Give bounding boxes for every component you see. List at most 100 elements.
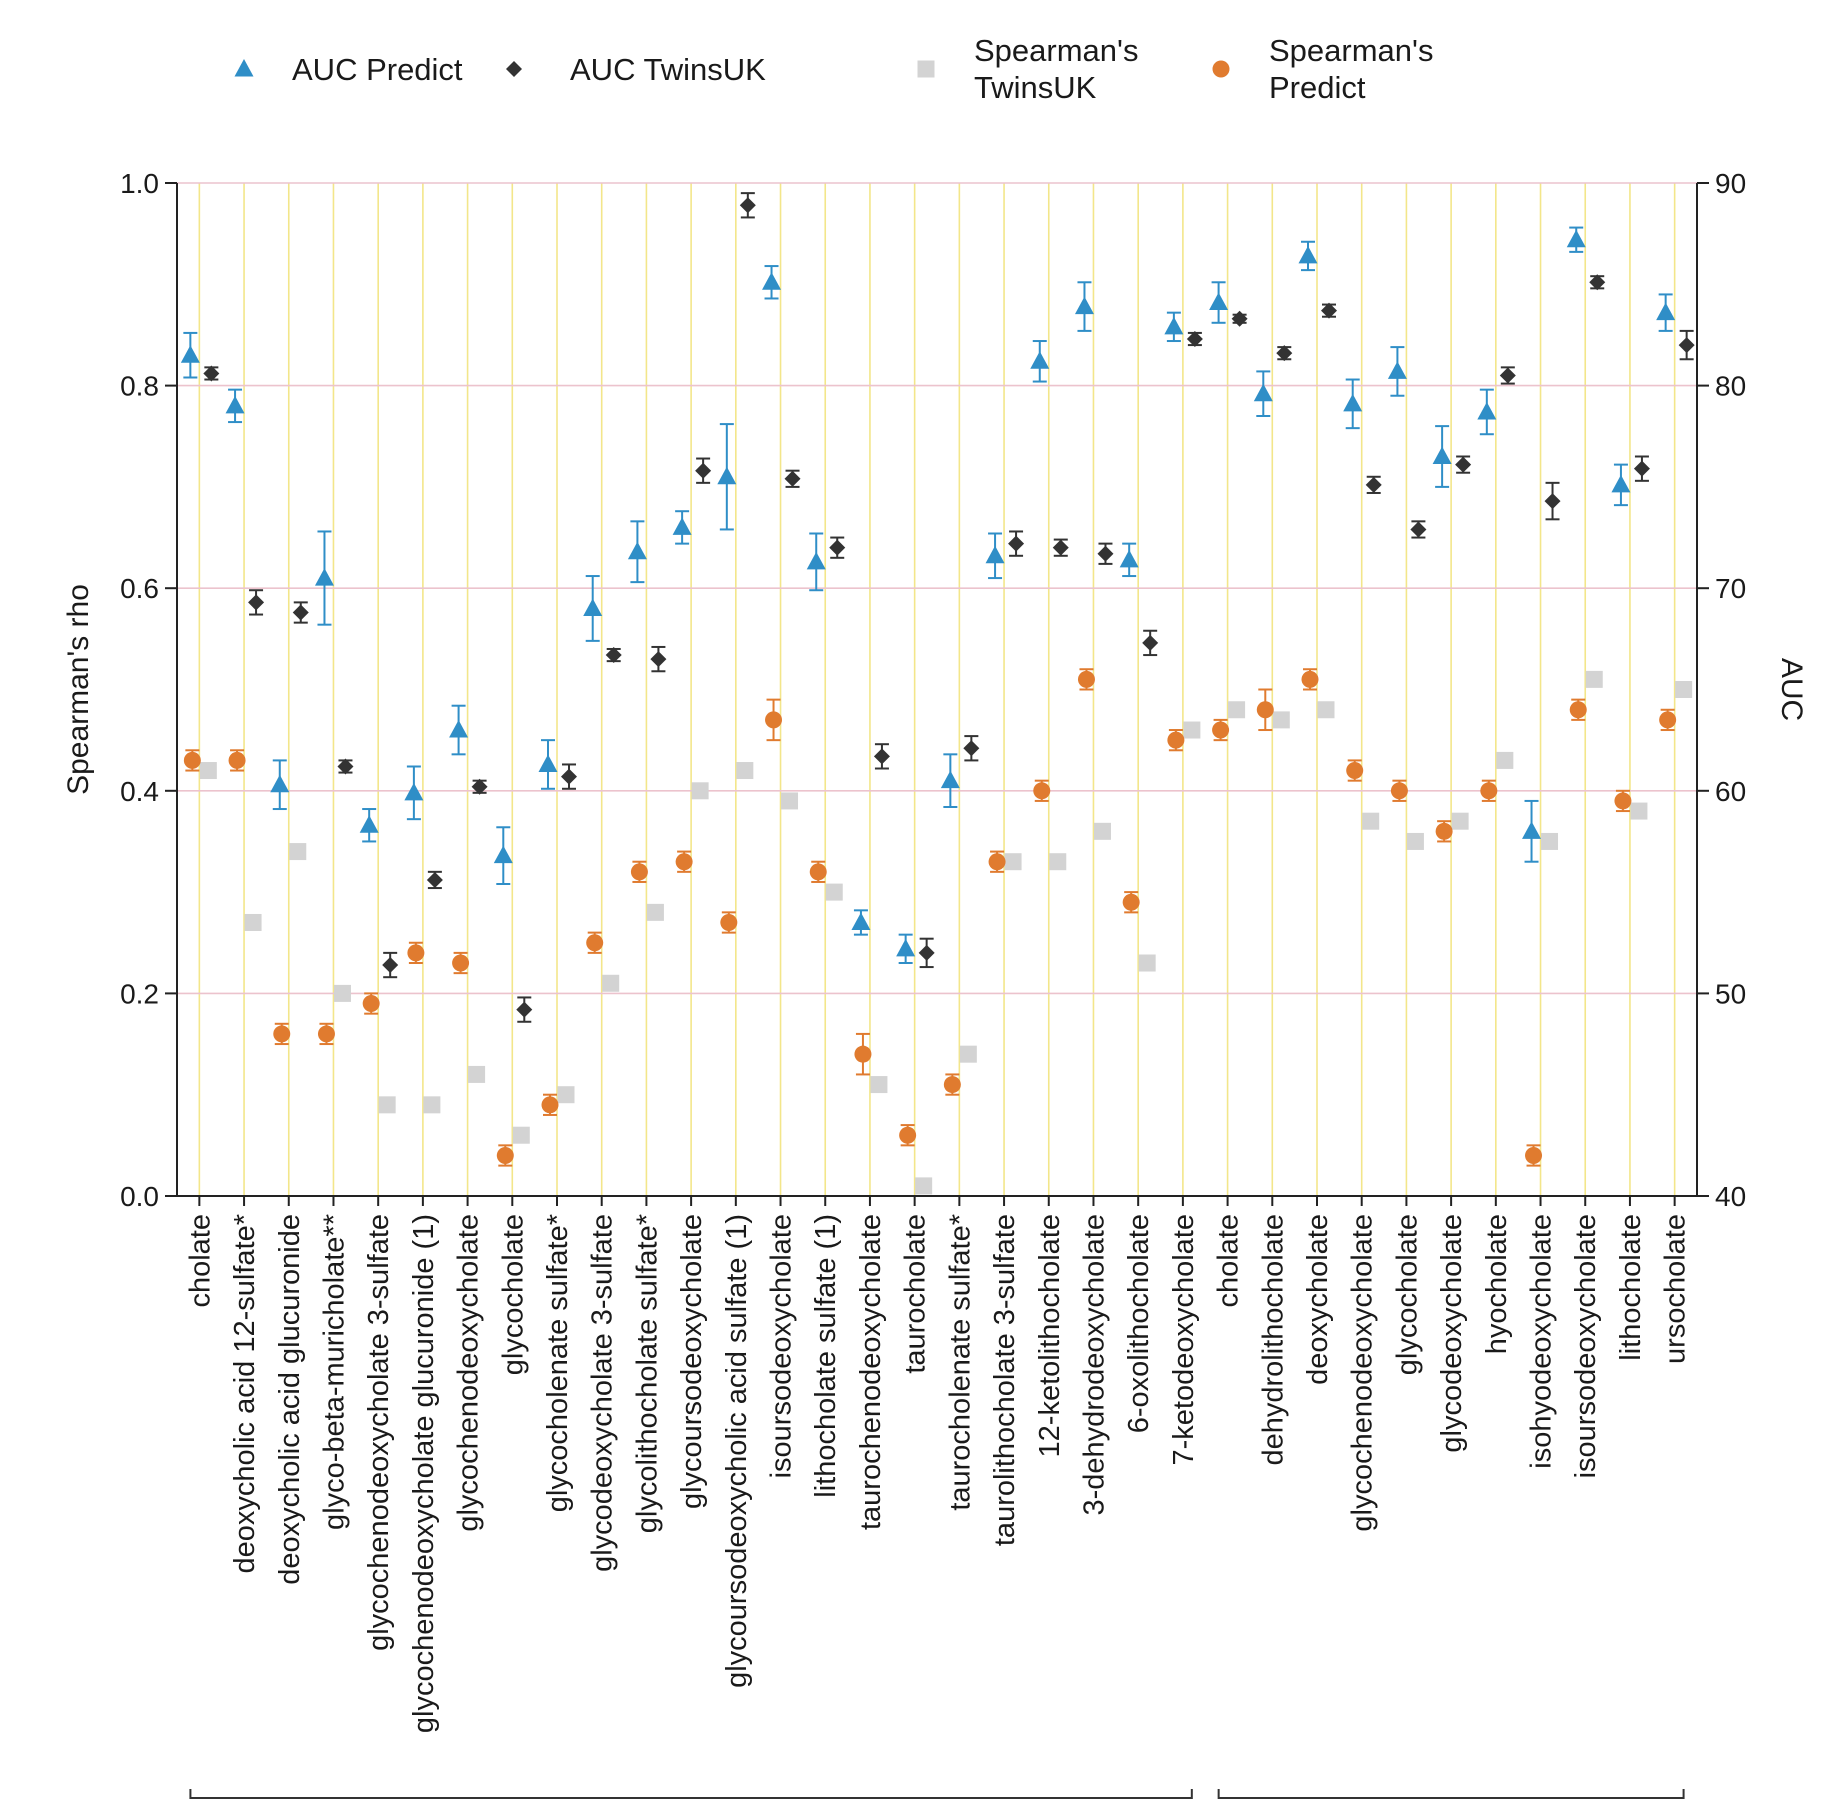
grid-layer <box>177 182 1697 1196</box>
sp_twinsuk-point <box>289 843 307 861</box>
auc_predict-point <box>404 782 424 801</box>
left-tick-label: 1.0 <box>120 168 159 199</box>
category-label: glyco-beta-muricholate** <box>318 1214 350 1530</box>
sp_predict-point <box>988 853 1006 871</box>
auc_predict-point <box>896 938 916 957</box>
right-tick-label: 60 <box>1715 776 1746 807</box>
category-label: glycocholate <box>1391 1214 1423 1375</box>
category-label: lithocholate <box>1615 1214 1647 1361</box>
auc_predict-point <box>851 912 871 930</box>
auc_twinsuk-point <box>1321 302 1337 319</box>
category-label: hyocholate <box>1481 1214 1513 1354</box>
sp_twinsuk-point <box>244 913 262 931</box>
sp_predict-point <box>1346 762 1364 780</box>
sp_predict-point <box>630 863 648 881</box>
auc_predict-point <box>1477 401 1497 420</box>
right-tick-label: 80 <box>1715 371 1746 402</box>
auc_twinsuk-point <box>1231 310 1248 327</box>
sp_predict-point <box>899 1126 917 1144</box>
category-label: glycodeoxycholate 3-sulfate <box>587 1214 619 1572</box>
auc_predict-point <box>180 345 200 363</box>
auc_twinsuk-point <box>1186 331 1203 348</box>
sp_twinsuk-point <box>1228 701 1246 719</box>
sp_predict-point <box>1435 822 1453 840</box>
auc_predict-point <box>1298 245 1318 264</box>
auc_predict-point <box>1164 316 1184 335</box>
auc_predict-point <box>940 770 960 789</box>
sp_twinsuk-point <box>691 782 709 800</box>
right-axis-title: AUC <box>1775 658 1808 721</box>
sp_twinsuk-point <box>1675 681 1693 698</box>
auc_predict-point <box>314 568 334 586</box>
sp_twinsuk-point <box>646 903 664 921</box>
category-label: deoxycholic acid 12-sulfate* <box>229 1214 261 1573</box>
auc_predict-point <box>270 774 290 793</box>
sp_twinsuk-point <box>1004 853 1022 871</box>
category-label: isohyodeoxycholate <box>1526 1214 1558 1469</box>
legend-label-auc_twinsuk: AUC TwinsUK <box>570 52 766 87</box>
auc_twinsuk-point <box>1589 274 1606 291</box>
auc_twinsuk-point <box>203 365 220 382</box>
auc_twinsuk-point <box>561 768 577 785</box>
category-label: glycodeoxycholate <box>1436 1214 1468 1453</box>
series-auc_twinsuk <box>203 192 1695 1023</box>
auc_predict-point <box>1119 549 1139 568</box>
category-label: 7-ketodeoxycholate <box>1168 1214 1200 1466</box>
right-tick-label: 50 <box>1715 978 1746 1009</box>
auc_twinsuk-point <box>426 871 443 888</box>
auc_predict-point <box>672 517 692 535</box>
auc_twinsuk-point <box>1633 460 1650 477</box>
sp_twinsuk-point <box>1496 751 1514 769</box>
sp_twinsuk-point <box>1362 812 1380 830</box>
auc_twinsuk-point <box>1276 345 1293 362</box>
auc_predict-point <box>1074 296 1094 315</box>
sp_twinsuk-point <box>1406 832 1424 850</box>
legend-marker-sp_twinsuk <box>917 60 935 78</box>
left-axis-title: Spearman's rho <box>62 584 95 795</box>
auc_predict-point <box>1030 351 1050 369</box>
auc_twinsuk-point <box>650 651 667 668</box>
sp_predict-point <box>362 995 380 1013</box>
sp_twinsuk-point <box>1451 812 1469 830</box>
sp_predict-point <box>1614 792 1632 810</box>
auc_predict-point <box>538 754 558 772</box>
category-label: dehydrolithocholate <box>1257 1214 1289 1466</box>
sp_predict-point <box>1390 782 1408 800</box>
sp_predict-point <box>228 751 246 769</box>
sp_twinsuk-point <box>1541 832 1559 850</box>
auc_twinsuk-point <box>739 197 756 214</box>
auc_predict-point <box>762 272 782 290</box>
sp_twinsuk-point <box>512 1126 530 1144</box>
auc_predict-point <box>225 395 245 414</box>
category-label: deoxycholic acid glucuronide <box>274 1214 306 1585</box>
sp_twinsuk-point <box>1049 853 1067 871</box>
series-auc_predict <box>180 226 1676 965</box>
auc_twinsuk-point <box>829 539 846 556</box>
auc_twinsuk-point <box>1008 535 1025 552</box>
sp_predict-point <box>273 1025 291 1043</box>
category-label: cholate <box>1213 1214 1245 1308</box>
category-label: glycocholenate sulfate* <box>542 1214 574 1512</box>
auc_twinsuk-point <box>337 758 354 775</box>
sp_twinsuk-point <box>1272 711 1290 729</box>
sp_predict-point <box>1122 893 1140 911</box>
auc_twinsuk-point <box>1097 545 1114 562</box>
category-label: glycochenodeoxycholate 3-sulfate <box>363 1214 395 1651</box>
right-tick-label: 90 <box>1715 168 1746 199</box>
left-tick-label: 0.0 <box>120 1181 159 1212</box>
auc_predict-point <box>493 845 513 864</box>
category-label: 6-oxolithocholate <box>1123 1214 1155 1433</box>
right-tick-label: 40 <box>1715 1181 1746 1212</box>
category-labels: cholate deoxycholic acid 12-sulfate* deoxy… <box>184 1214 1692 1799</box>
sp_twinsuk-point <box>199 762 217 780</box>
sp_twinsuk-point <box>825 883 843 901</box>
sp_predict-point <box>1077 670 1095 688</box>
auc_twinsuk-point <box>1410 521 1427 538</box>
legend-label-sp_predict-line2: Predict <box>1269 70 1366 105</box>
sp_predict-point <box>1525 1146 1543 1164</box>
legend-item-auc_twinsuk: AUC TwinsUK <box>506 52 766 87</box>
auc_twinsuk-point <box>1365 476 1382 493</box>
sp_twinsuk-point <box>736 762 754 780</box>
